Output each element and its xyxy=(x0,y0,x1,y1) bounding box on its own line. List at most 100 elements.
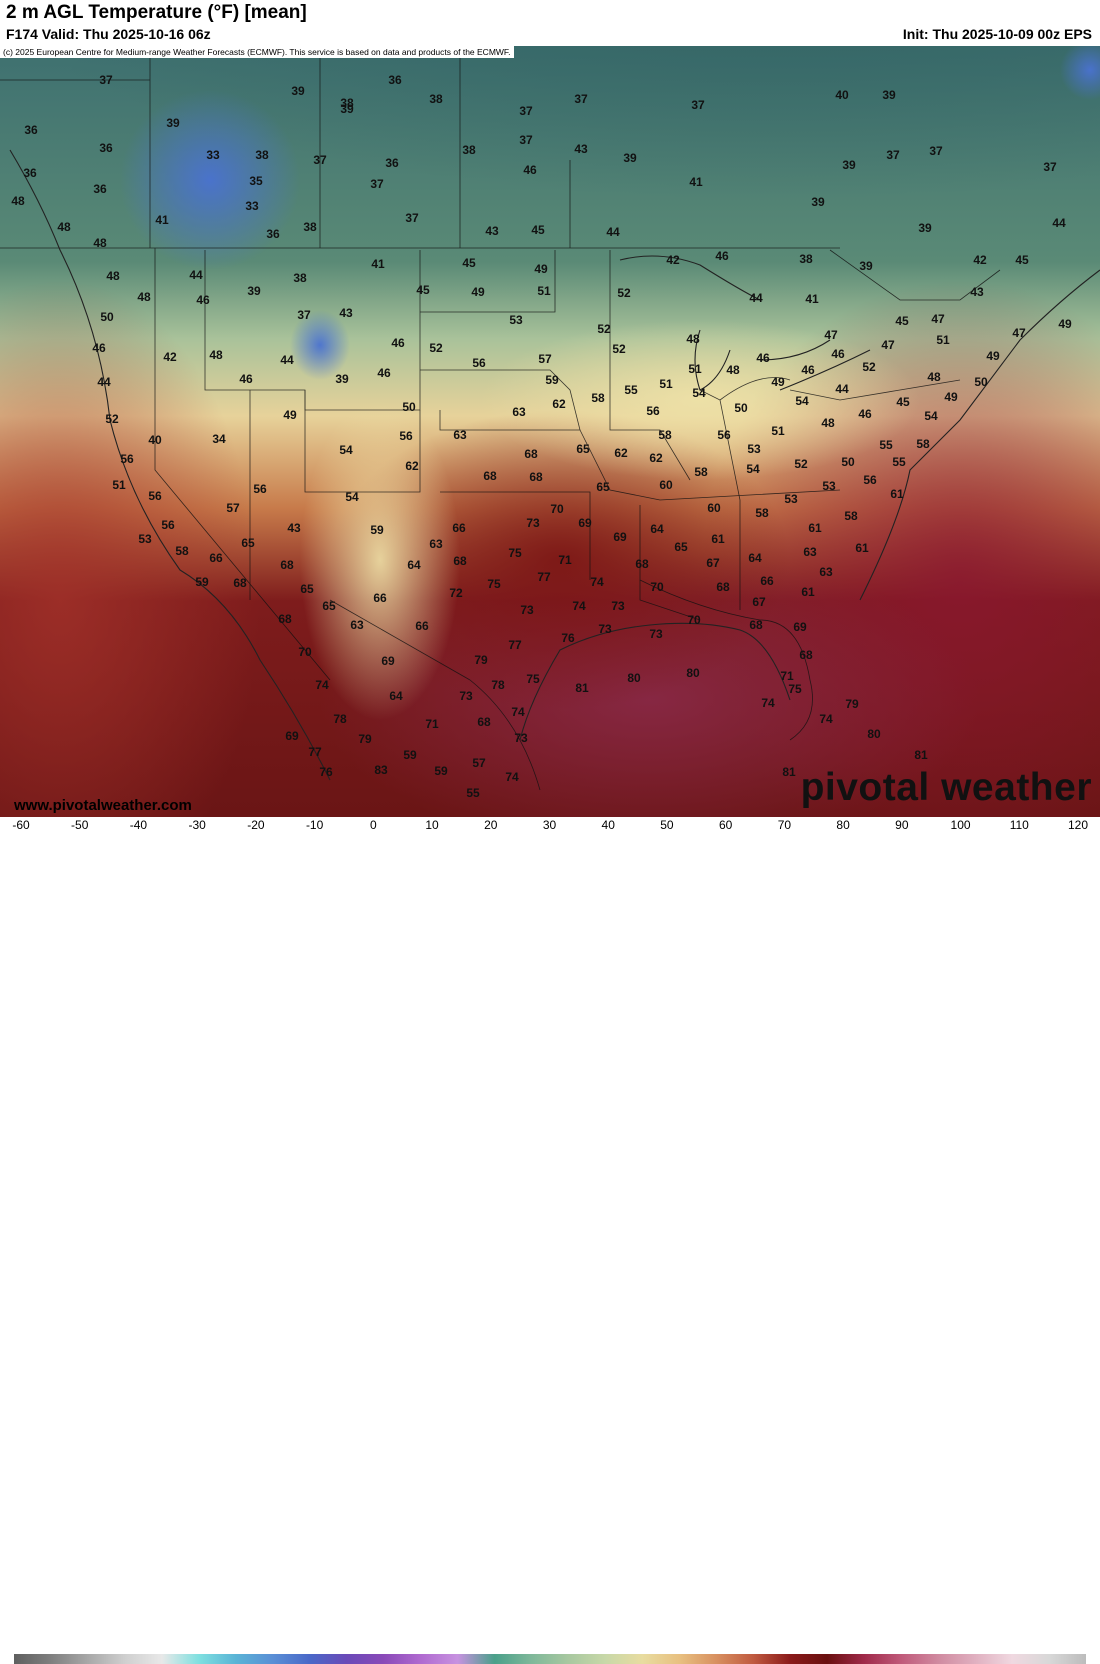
temperature-value: 68 xyxy=(799,648,813,662)
legend-tick-label: 20 xyxy=(484,818,498,832)
temperature-value: 55 xyxy=(624,383,638,397)
temperature-value: 39 xyxy=(291,84,305,98)
legend-tick-label: -40 xyxy=(129,818,148,832)
temperature-value: 62 xyxy=(614,446,628,460)
temperature-value: 51 xyxy=(688,362,702,376)
website-link[interactable]: www.pivotalweather.com xyxy=(14,797,192,814)
temperature-value: 58 xyxy=(175,544,189,558)
temperature-value: 39 xyxy=(335,372,349,386)
temperature-value: 47 xyxy=(1012,326,1026,340)
temperature-value: 73 xyxy=(514,731,528,745)
temperature-value: 66 xyxy=(209,551,223,565)
temperature-value: 49 xyxy=(534,262,548,276)
legend-tick-label: -60 xyxy=(12,818,30,832)
temperature-value: 45 xyxy=(1015,253,1029,267)
temperature-value: 72 xyxy=(449,586,463,600)
temperature-value: 77 xyxy=(537,570,551,584)
temperature-value: 45 xyxy=(462,256,476,270)
temperature-value: 51 xyxy=(936,333,950,347)
temperature-value: 62 xyxy=(649,451,663,465)
temperature-value: 39 xyxy=(882,88,896,102)
temperature-value: 44 xyxy=(280,353,294,367)
temperature-value: 61 xyxy=(808,521,822,535)
temperature-value: 50 xyxy=(100,310,114,324)
map-title: 2 m AGL Temperature (°F) [mean] xyxy=(6,2,307,23)
legend-tick-label: -30 xyxy=(188,818,206,832)
temperature-value: 75 xyxy=(487,577,501,591)
temperature-value: 75 xyxy=(526,672,540,686)
temperature-value: 74 xyxy=(505,770,519,784)
temperature-map[interactable]: 37 36 39 38 38 39 37 37 37 40 39 36 39 36 33 38 37 36 38 37… xyxy=(0,46,1100,817)
temperature-value: 37 xyxy=(313,153,327,167)
temperature-value: 68 xyxy=(280,558,294,572)
temperature-value: 49 xyxy=(471,285,485,299)
temperature-value: 50 xyxy=(841,455,855,469)
temperature-value: 79 xyxy=(358,732,372,746)
temperature-value: 43 xyxy=(339,306,353,320)
temperature-value: 57 xyxy=(226,501,240,515)
temperature-value: 56 xyxy=(148,489,162,503)
temperature-value: 68 xyxy=(477,715,491,729)
temperature-value: 46 xyxy=(523,163,537,177)
temperature-value: 52 xyxy=(597,322,611,336)
temperature-value: 73 xyxy=(520,603,534,617)
temperature-value: 47 xyxy=(881,338,895,352)
temperature-value: 36 xyxy=(388,73,402,87)
temperature-value: 63 xyxy=(803,545,817,559)
legend-tick-label: 110 xyxy=(1009,818,1029,832)
legend-tick-label: 90 xyxy=(895,818,909,832)
temperature-value: 79 xyxy=(845,697,859,711)
temperature-value: 52 xyxy=(612,342,626,356)
temperature-value: 65 xyxy=(576,442,590,456)
temperature-value: 33 xyxy=(245,199,259,213)
legend-tick-label: 100 xyxy=(950,818,971,832)
temperature-value: 36 xyxy=(99,141,113,155)
temperature-value: 36 xyxy=(385,156,399,170)
temperature-value: 74 xyxy=(315,678,329,692)
temperature-value: 43 xyxy=(485,224,499,238)
temperature-value: 74 xyxy=(590,575,604,589)
temperature-value: 59 xyxy=(403,748,417,762)
temperature-value: 52 xyxy=(429,341,443,355)
temperature-value: 41 xyxy=(371,257,385,271)
legend-tick-label: 40 xyxy=(601,818,615,832)
legend-tick-label: 10 xyxy=(425,818,439,832)
temperature-value: 68 xyxy=(483,469,497,483)
temperature-value: 41 xyxy=(805,292,819,306)
temperature-value: 70 xyxy=(298,645,312,659)
temperature-value: 34 xyxy=(212,432,226,446)
legend-tick-label: -20 xyxy=(247,818,265,832)
temperature-value: 37 xyxy=(297,308,311,322)
temperature-value: 52 xyxy=(617,286,631,300)
temperature-value: 42 xyxy=(973,253,987,267)
temperature-value: 60 xyxy=(659,478,673,492)
temperature-value: 37 xyxy=(99,73,113,87)
temperature-value: 45 xyxy=(531,223,545,237)
temperature-value: 69 xyxy=(793,620,807,634)
temperature-value: 56 xyxy=(399,429,413,443)
temperature-value: 77 xyxy=(308,745,322,759)
temperature-value: 42 xyxy=(666,253,680,267)
temperature-value: 65 xyxy=(674,540,688,554)
temperature-value: 49 xyxy=(986,349,1000,363)
temperature-value: 68 xyxy=(529,470,543,484)
temperature-value: 45 xyxy=(895,314,909,328)
brand-logo: pivotal weather xyxy=(800,766,1092,809)
temperature-value: 63 xyxy=(512,405,526,419)
temperature-value: 58 xyxy=(591,391,605,405)
temperature-value: 62 xyxy=(405,459,419,473)
temperature-value: 54 xyxy=(345,490,359,504)
temperature-value: 70 xyxy=(687,613,701,627)
temperature-value: 53 xyxy=(138,532,152,546)
temperature-value: 37 xyxy=(370,177,384,191)
temperature-value: 74 xyxy=(511,705,525,719)
temperature-value: 76 xyxy=(319,765,333,779)
temperature-value: 57 xyxy=(472,756,486,770)
temperature-value: 40 xyxy=(835,88,849,102)
temperature-value: 53 xyxy=(509,313,523,327)
temperature-value: 66 xyxy=(760,574,774,588)
temperature-value: 58 xyxy=(844,509,858,523)
temperature-value: 73 xyxy=(649,627,663,641)
temperature-value: 56 xyxy=(863,473,877,487)
temperature-value: 38 xyxy=(429,92,443,106)
